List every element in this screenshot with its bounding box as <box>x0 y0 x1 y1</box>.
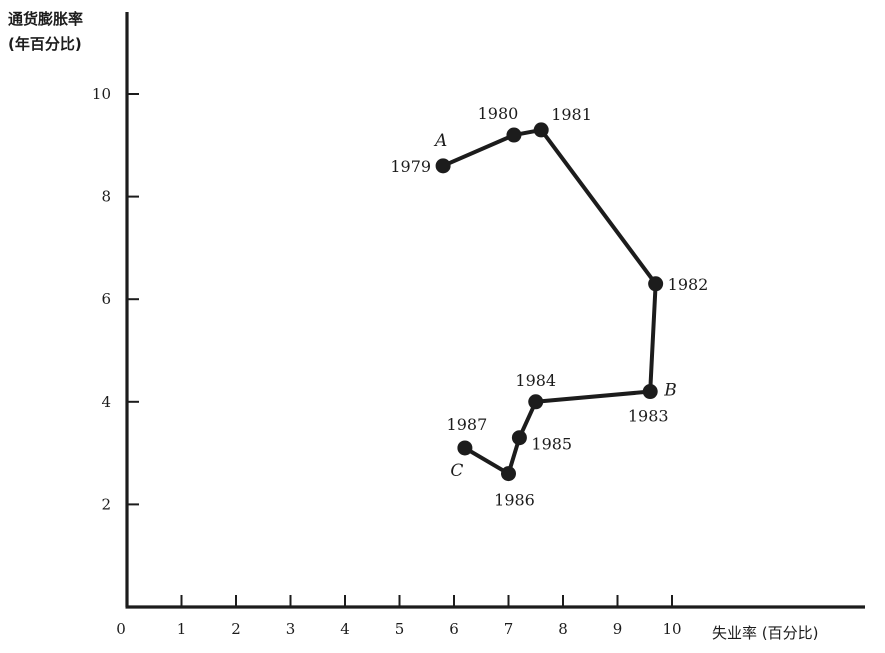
y-tick-label: 8 <box>101 188 111 206</box>
data-point-1979 <box>435 158 451 174</box>
year-label-1979: 1979 <box>390 157 431 176</box>
x-tick-label: 8 <box>558 620 568 638</box>
data-point-1983 <box>642 384 658 400</box>
year-label-1980: 1980 <box>478 104 519 123</box>
data-point-1986 <box>501 466 516 482</box>
x-axis-label: 失业率 (百分比) <box>712 624 819 642</box>
y-axis-label-line-1: 通货膨胀率 <box>8 10 84 28</box>
year-label-1985: 1985 <box>531 435 572 454</box>
x-tick-label: 4 <box>340 620 350 638</box>
data-point-1984 <box>528 394 544 410</box>
x-tick-label: 2 <box>231 620 241 638</box>
y-tick-label: 10 <box>92 85 111 103</box>
x-tick-label: 1 <box>177 620 187 638</box>
x-tick-label: 9 <box>613 620 623 638</box>
point-marker-B: B <box>663 381 677 401</box>
x-tick-label: 6 <box>449 620 459 638</box>
year-label-1983: 1983 <box>628 407 669 426</box>
x-tick-label: 10 <box>662 620 681 638</box>
data-point-1981 <box>533 122 549 138</box>
x-tick-label: 3 <box>286 620 296 638</box>
y-tick-label: 4 <box>101 393 111 411</box>
x-tick-label: 0 <box>116 620 126 638</box>
year-label-1986: 1986 <box>494 491 535 510</box>
year-label-1981: 1981 <box>551 105 592 124</box>
y-tick-label: 2 <box>101 495 111 513</box>
axes <box>125 12 865 609</box>
data-point-1980 <box>506 127 522 143</box>
x-tick-label: 5 <box>395 620 405 638</box>
year-label-1984: 1984 <box>515 371 556 390</box>
point-marker-A: A <box>433 131 447 151</box>
y-tick-label: 6 <box>101 290 111 308</box>
point-marker-C: C <box>450 461 463 481</box>
data-point-1982 <box>648 276 664 292</box>
points <box>435 122 664 482</box>
data-point-1987 <box>457 440 473 456</box>
ticks: 0 1 2 3 4 5 6 7 8 9 10 2 4 6 8 10 <box>92 85 682 638</box>
year-label-1982: 1982 <box>668 275 709 294</box>
x-tick-label: 7 <box>504 620 514 638</box>
y-axis-label-line-2: (年百分比) <box>8 35 82 53</box>
data-point-1985 <box>511 430 527 446</box>
year-label-1987: 1987 <box>447 415 488 434</box>
